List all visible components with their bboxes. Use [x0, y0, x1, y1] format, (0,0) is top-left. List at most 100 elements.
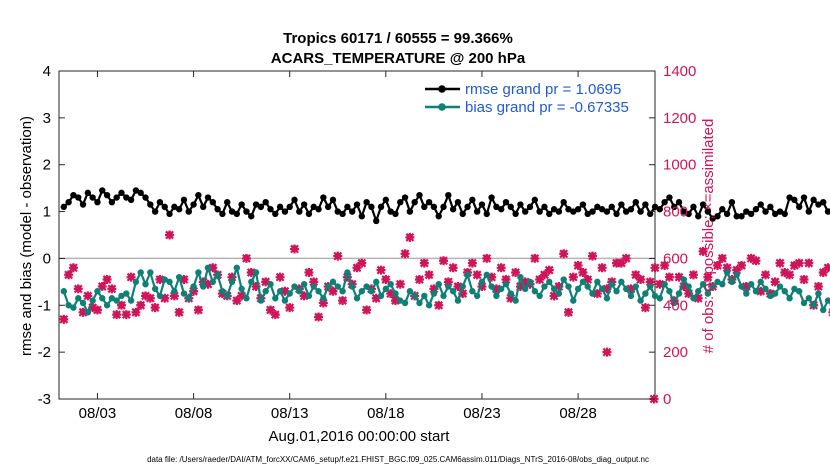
obs-assimilated-point	[169, 291, 179, 301]
rmse-point	[103, 191, 111, 199]
obs-assimilated-point	[631, 270, 641, 280]
rmse-point	[584, 210, 591, 218]
rmse-point	[401, 194, 409, 201]
bias-point	[536, 292, 543, 300]
bias-point	[618, 278, 625, 286]
axis-ticks: -3 -2 -1 0 1 2 3 4 0 200 400 600 800 1000 1200 1400 08/0…	[38, 63, 697, 422]
obs-assimilated-point	[491, 284, 501, 294]
bias-point	[497, 285, 505, 293]
rmse-point	[526, 203, 534, 211]
bias-point	[209, 278, 217, 286]
legend-rmse-marker	[438, 85, 446, 93]
y-right-tick-label: 1400	[663, 63, 696, 80]
bias-point	[738, 283, 745, 290]
obs-assimilated-point	[482, 253, 492, 263]
rmse-point	[473, 208, 481, 215]
rmse-point	[762, 208, 769, 215]
obs-assimilated-point	[357, 258, 367, 268]
y-left-tick-label: -1	[38, 297, 51, 314]
rmse-point	[99, 187, 106, 194]
obs-assimilated-point	[804, 258, 814, 268]
obs-assimilated-point	[501, 275, 511, 285]
bias-point	[555, 290, 563, 297]
obs-assimilated-point	[511, 267, 521, 277]
bias-point	[824, 297, 830, 304]
bias-point	[493, 292, 500, 300]
obs-assimilated-point	[419, 258, 429, 268]
rmse-point	[555, 208, 563, 215]
legend-bias-label: bias grand pr = -0.67335	[465, 99, 629, 116]
obs-assimilated-point	[530, 253, 540, 263]
rmse-point	[276, 203, 284, 211]
rmse-point	[800, 194, 808, 201]
bias-point	[719, 281, 726, 288]
obs-assimilated-point	[371, 293, 381, 303]
bias-point	[579, 278, 587, 286]
bias-point	[690, 295, 697, 302]
rmse-point	[416, 191, 423, 199]
obs-assimilated-point	[770, 277, 780, 287]
obs-assimilated-point	[237, 291, 247, 301]
bias-point	[589, 290, 596, 297]
rmse-point	[536, 208, 543, 215]
bias-point	[276, 288, 284, 295]
bias-point	[469, 288, 476, 295]
bias-point	[762, 285, 769, 293]
bias-point	[262, 288, 269, 295]
bias-point	[488, 283, 495, 290]
rmse-point	[747, 210, 755, 218]
obs-assimilated-point	[544, 265, 554, 275]
obs-assimilated-point	[679, 282, 689, 292]
obs-assimilated-point	[59, 314, 69, 324]
obs-assimilated-point	[602, 347, 612, 357]
rmse-point	[574, 206, 582, 213]
rmse-point	[70, 191, 77, 199]
rmse-point	[348, 208, 356, 215]
rmse-point	[695, 213, 702, 220]
obs-assimilated-point	[246, 267, 256, 277]
obs-assimilated-point	[597, 263, 607, 273]
x-tick-label: 08/23	[463, 405, 501, 422]
bias-point	[430, 290, 438, 297]
rmse-point	[541, 203, 548, 211]
rmse-point	[84, 189, 92, 197]
rmse-point	[646, 210, 654, 218]
rmse-point	[291, 196, 298, 204]
rmse-point	[190, 201, 197, 208]
obs-assimilated-point	[189, 286, 199, 296]
obs-assimilated-point	[645, 277, 655, 287]
obs-assimilated-point	[275, 272, 285, 282]
rmse-point	[723, 210, 731, 218]
obs-assimilated-point	[650, 263, 660, 273]
obs-assimilated-point	[309, 277, 319, 287]
data-marks	[59, 187, 830, 404]
bias-point	[421, 292, 428, 300]
rmse-point	[358, 213, 366, 220]
obs-assimilated-point	[458, 289, 468, 299]
rmse-point	[166, 210, 173, 218]
bias-point	[89, 297, 96, 304]
y-axis-left-label: rmse and bias (model - observation)	[18, 116, 35, 356]
obs-assimilated-point	[165, 230, 175, 240]
obs-assimilated-point	[83, 291, 93, 301]
rmse-point	[786, 194, 793, 201]
rmse-point	[156, 199, 164, 206]
obs-assimilated-point	[116, 300, 126, 310]
rmse-point	[94, 199, 101, 206]
obs-assimilated-point	[703, 272, 713, 282]
bias-point	[781, 288, 788, 295]
obs-assimilated-point	[813, 282, 823, 292]
rmse-point	[805, 208, 813, 215]
bias-point	[233, 264, 241, 271]
obs-assimilated-point	[453, 282, 463, 292]
rmse-point	[550, 206, 558, 213]
rmse-point	[430, 203, 438, 211]
obs-assimilated-point	[126, 272, 136, 282]
x-tick-label: 08/03	[79, 405, 117, 422]
rmse-point	[622, 208, 630, 215]
bias-point	[454, 297, 462, 304]
rmse-point	[690, 203, 697, 211]
bias-point	[320, 295, 327, 302]
bias-point	[594, 278, 601, 286]
bias-point	[257, 297, 265, 304]
